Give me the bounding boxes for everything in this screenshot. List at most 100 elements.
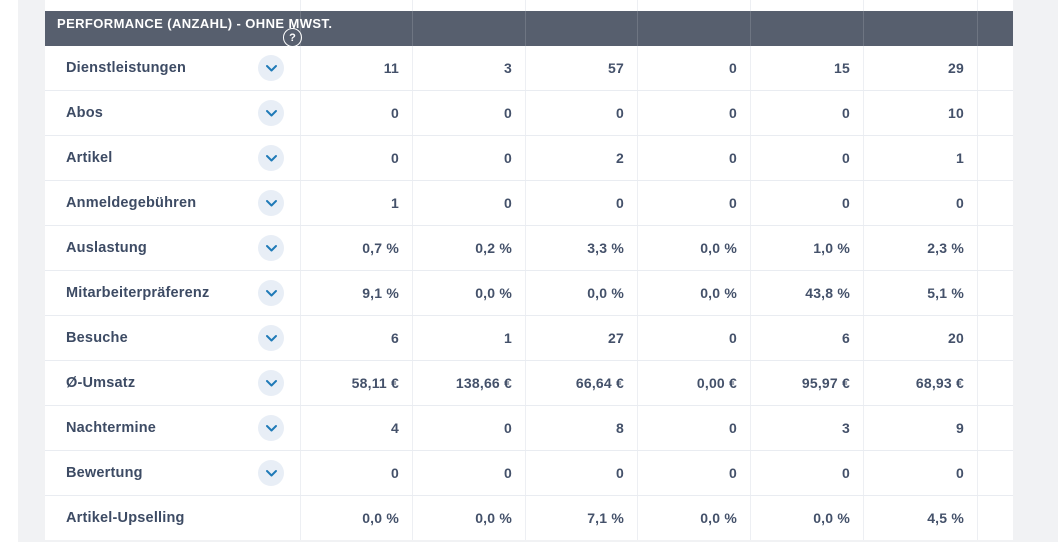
row-label-cell: Mitarbeiterpräferenz (45, 271, 300, 315)
section-title: PERFORMANCE (ANZAHL) - OHNE MWST. (57, 16, 333, 31)
header-column-divider (637, 11, 638, 46)
remnant-cell (525, 0, 637, 11)
value-cell: 11 (300, 46, 412, 90)
value-cell: 0,0 % (637, 496, 750, 540)
spacer-cell (977, 181, 1013, 225)
previous-table-remnant (45, 0, 1013, 11)
chevron-down-icon[interactable] (258, 55, 284, 81)
table-row: Nachtermine 4 0 8 0 3 9 (45, 406, 1013, 451)
spacer-cell (977, 361, 1013, 405)
value-cell: 0,0 % (412, 271, 525, 315)
table-row: Mitarbeiterpräferenz 9,1 % 0,0 % 0,0 % 0… (45, 271, 1013, 316)
performance-table: PERFORMANCE (ANZAHL) - OHNE MWST. ? Dien… (45, 0, 1013, 540)
value-cell: 0 (750, 181, 863, 225)
row-label-cell: Abos (45, 91, 300, 135)
table-body: Dienstleistungen 11 3 57 0 15 29 Abos 0 … (45, 46, 1013, 540)
spacer-cell (977, 271, 1013, 315)
row-label-cell: Artikel-Upselling (45, 496, 300, 540)
value-cell: 1 (863, 136, 977, 180)
value-cell: 1,0 % (750, 226, 863, 270)
value-cell: 0 (525, 451, 637, 495)
chevron-down-icon[interactable] (258, 280, 284, 306)
value-cell: 0 (300, 136, 412, 180)
value-cell: 3 (412, 46, 525, 90)
spacer-cell (977, 496, 1013, 540)
row-label: Mitarbeiterpräferenz (66, 285, 210, 301)
row-label: Besuche (66, 330, 128, 346)
section-header: PERFORMANCE (ANZAHL) - OHNE MWST. ? (45, 11, 1013, 47)
value-cell: 0 (863, 181, 977, 225)
value-cell: 0 (300, 91, 412, 135)
chevron-down-icon[interactable] (258, 460, 284, 486)
chevron-down-icon[interactable] (258, 100, 284, 126)
value-cell: 6 (300, 316, 412, 360)
row-label: Artikel-Upselling (66, 510, 185, 526)
row-label-cell: Dienstleistungen (45, 46, 300, 90)
table-row: Anmeldegebühren 1 0 0 0 0 0 (45, 181, 1013, 226)
value-cell: 7,1 % (525, 496, 637, 540)
chevron-down-icon[interactable] (258, 235, 284, 261)
value-cell: 0 (300, 451, 412, 495)
value-cell: 0 (412, 406, 525, 450)
row-label: Anmeldegebühren (66, 195, 197, 211)
value-cell: 0,7 % (300, 226, 412, 270)
table-row: Bewertung 0 0 0 0 0 0 (45, 451, 1013, 496)
value-cell: 0 (412, 451, 525, 495)
value-cell: 0,0 % (412, 496, 525, 540)
help-icon-glyph: ? (289, 31, 296, 44)
value-cell: 20 (863, 316, 977, 360)
value-cell: 0 (412, 136, 525, 180)
value-cell: 0,00 € (637, 361, 750, 405)
value-cell: 6 (750, 316, 863, 360)
remnant-cell (300, 0, 412, 11)
row-label: Ø-Umsatz (66, 375, 136, 391)
value-cell: 0 (750, 136, 863, 180)
row-label: Artikel (66, 150, 113, 166)
header-column-divider (863, 11, 864, 46)
chevron-down-icon[interactable] (258, 190, 284, 216)
row-label-cell: Auslastung (45, 226, 300, 270)
value-cell: 4 (300, 406, 412, 450)
chevron-down-icon[interactable] (258, 145, 284, 171)
spacer-cell (977, 226, 1013, 270)
value-cell: 0 (525, 91, 637, 135)
value-cell: 0 (750, 451, 863, 495)
value-cell: 5,1 % (863, 271, 977, 315)
value-cell: 0 (637, 136, 750, 180)
row-label-cell: Artikel (45, 136, 300, 180)
row-label: Bewertung (66, 465, 143, 481)
remnant-cell (637, 0, 750, 11)
remnant-cell (750, 0, 863, 11)
value-cell: 0,0 % (637, 226, 750, 270)
row-label-cell: Anmeldegebühren (45, 181, 300, 225)
value-cell: 0,0 % (750, 496, 863, 540)
chevron-down-icon[interactable] (258, 325, 284, 351)
value-cell: 15 (750, 46, 863, 90)
chevron-down-icon[interactable] (258, 415, 284, 441)
value-cell: 4,5 % (863, 496, 977, 540)
row-label-cell: Ø-Umsatz (45, 361, 300, 405)
value-cell: 9 (863, 406, 977, 450)
value-cell: 27 (525, 316, 637, 360)
value-cell: 0 (412, 91, 525, 135)
help-icon[interactable]: ? (283, 28, 302, 47)
value-cell: 0 (863, 451, 977, 495)
value-cell: 0 (637, 91, 750, 135)
value-cell: 0,0 % (300, 496, 412, 540)
row-label: Nachtermine (66, 420, 157, 436)
remnant-cell (45, 0, 300, 11)
value-cell: 66,64 € (525, 361, 637, 405)
value-cell: 0 (412, 181, 525, 225)
value-cell: 1 (300, 181, 412, 225)
spacer-cell (977, 136, 1013, 180)
value-cell: 138,66 € (412, 361, 525, 405)
value-cell: 2,3 % (863, 226, 977, 270)
value-cell: 58,11 € (300, 361, 412, 405)
table-row: Besuche 6 1 27 0 6 20 (45, 316, 1013, 361)
chevron-down-icon[interactable] (258, 370, 284, 396)
spacer-cell (977, 316, 1013, 360)
row-label-cell: Nachtermine (45, 406, 300, 450)
header-column-divider (412, 11, 413, 46)
value-cell: 0,0 % (525, 271, 637, 315)
